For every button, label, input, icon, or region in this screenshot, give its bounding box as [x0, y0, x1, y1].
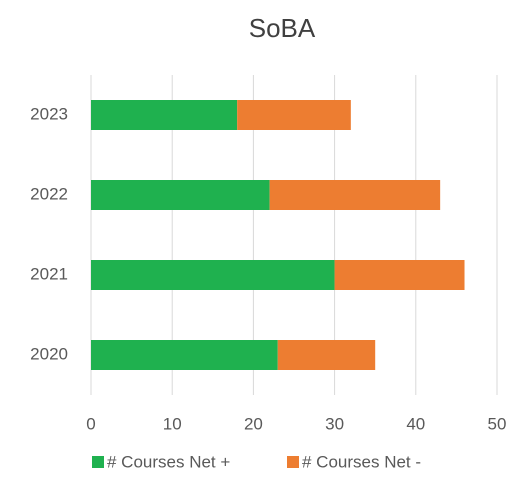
- legend-label: # Courses Net +: [107, 452, 230, 471]
- bar: [334, 260, 465, 290]
- bar: [91, 180, 270, 210]
- x-tick-label: 30: [325, 414, 344, 433]
- x-tick-label: 20: [244, 414, 263, 433]
- y-tick-label: 2021: [30, 264, 68, 283]
- bar: [91, 260, 335, 290]
- y-tick-label: 2022: [30, 184, 68, 203]
- bar: [277, 340, 376, 370]
- legend-swatch: [287, 456, 299, 468]
- bar: [237, 100, 351, 130]
- bar: [269, 180, 441, 210]
- bar: [91, 100, 238, 130]
- x-tick-label: 40: [406, 414, 425, 433]
- y-tick-label: 2020: [30, 344, 68, 363]
- x-tick-label: 50: [488, 414, 507, 433]
- bar: [91, 340, 278, 370]
- x-tick-label: 10: [163, 414, 182, 433]
- y-tick-label: 2023: [30, 104, 68, 123]
- legend-label: # Courses Net -: [302, 452, 421, 471]
- x-tick-label: 0: [86, 414, 95, 433]
- chart-title: SoBA: [249, 13, 316, 43]
- legend-swatch: [92, 456, 104, 468]
